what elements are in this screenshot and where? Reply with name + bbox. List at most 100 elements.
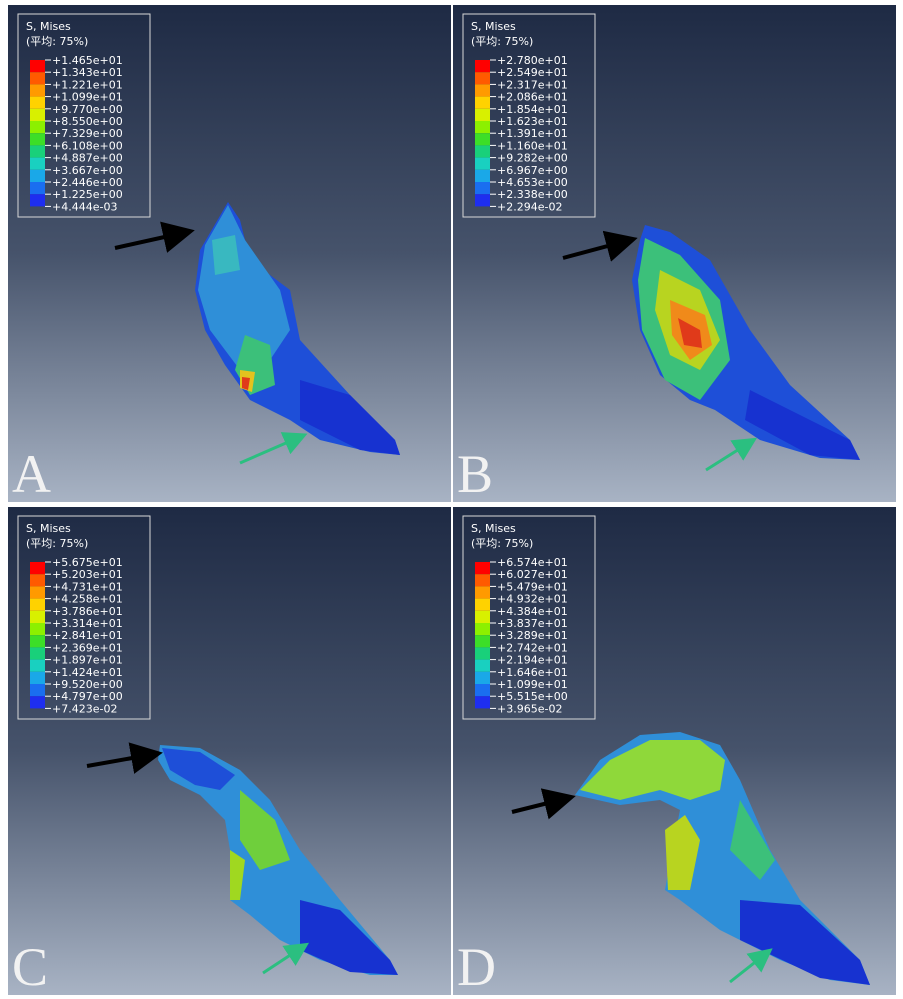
legend-label: +3.289e+01 bbox=[497, 629, 568, 642]
legend-label: +2.317e+01 bbox=[497, 78, 568, 91]
legend-label: +2.338e+00 bbox=[497, 188, 568, 201]
legend-subtitle: (平均: 75%) bbox=[26, 537, 88, 550]
legend-swatch bbox=[475, 170, 490, 182]
legend-label: +5.479e+01 bbox=[497, 580, 568, 593]
legend-label: +1.225e+00 bbox=[52, 188, 123, 201]
legend-swatch bbox=[30, 696, 45, 708]
legend-label: +2.742e+01 bbox=[497, 641, 568, 654]
legend-swatch bbox=[30, 684, 45, 696]
legend-label: +3.965e-02 bbox=[497, 702, 562, 715]
legend-title: S, Mises bbox=[26, 522, 71, 535]
legend-swatch bbox=[30, 145, 45, 157]
legend-label: +1.343e+01 bbox=[52, 66, 123, 79]
legend-swatch bbox=[30, 660, 45, 672]
legend-label: +1.099e+01 bbox=[52, 91, 123, 104]
legend-swatch bbox=[475, 84, 490, 96]
legend-label: +1.465e+01 bbox=[52, 54, 123, 67]
legend-swatch bbox=[30, 60, 45, 72]
legend-swatch bbox=[475, 647, 490, 659]
legend-swatch bbox=[475, 194, 490, 206]
legend-swatch bbox=[475, 145, 490, 157]
legend-label: +4.932e+01 bbox=[497, 593, 568, 606]
panel-label: A bbox=[12, 444, 51, 504]
legend-label: +2.780e+01 bbox=[497, 54, 568, 67]
legend-label: +2.086e+01 bbox=[497, 91, 568, 104]
legend-title: S, Mises bbox=[471, 20, 516, 33]
legend-subtitle: (平均: 75%) bbox=[471, 35, 533, 48]
legend-subtitle: (平均: 75%) bbox=[26, 35, 88, 48]
legend-swatch bbox=[475, 133, 490, 145]
legend-swatch bbox=[475, 574, 490, 586]
legend-label: +3.667e+00 bbox=[52, 164, 123, 177]
legend-swatch bbox=[30, 109, 45, 121]
legend-label: +1.221e+01 bbox=[52, 78, 123, 91]
legend-label: +1.391e+01 bbox=[497, 127, 568, 140]
legend-swatch bbox=[475, 660, 490, 672]
legend-label: +2.369e+01 bbox=[52, 641, 123, 654]
legend-swatch bbox=[475, 696, 490, 708]
legend-swatch bbox=[475, 97, 490, 109]
legend-label: +5.203e+01 bbox=[52, 568, 123, 581]
legend-label: +3.314e+01 bbox=[52, 617, 123, 630]
legend-swatch bbox=[475, 562, 490, 574]
legend-title: S, Mises bbox=[471, 522, 516, 535]
legend-label: +3.786e+01 bbox=[52, 605, 123, 618]
legend-swatch bbox=[30, 158, 45, 170]
legend-swatch bbox=[475, 121, 490, 133]
legend-label: +6.574e+01 bbox=[497, 556, 568, 569]
legend-swatch bbox=[475, 72, 490, 84]
legend-swatch bbox=[30, 170, 45, 182]
legend-label: +6.108e+00 bbox=[52, 139, 123, 152]
legend-label: +1.623e+01 bbox=[497, 115, 568, 128]
legend-swatch bbox=[30, 72, 45, 84]
legend-label: +2.294e-02 bbox=[497, 200, 562, 213]
legend-swatch bbox=[30, 97, 45, 109]
legend-label: +2.446e+00 bbox=[52, 176, 123, 189]
legend-label: +4.653e+00 bbox=[497, 176, 568, 189]
legend-swatch bbox=[30, 562, 45, 574]
legend-label: +7.329e+00 bbox=[52, 127, 123, 140]
legend-swatch bbox=[30, 623, 45, 635]
legend-label: +4.797e+00 bbox=[52, 690, 123, 703]
legend-label: +1.160e+01 bbox=[497, 139, 568, 152]
legend-label: +6.027e+01 bbox=[497, 568, 568, 581]
legend-label: +1.424e+01 bbox=[52, 666, 123, 679]
legend-swatch bbox=[30, 599, 45, 611]
legend-swatch bbox=[30, 672, 45, 684]
legend-label: +4.384e+01 bbox=[497, 605, 568, 618]
figure: S, Mises(平均: 75%)+1.465e+01+1.343e+01+1.… bbox=[0, 0, 903, 999]
legend-label: +4.731e+01 bbox=[52, 580, 123, 593]
legend-label: +2.194e+01 bbox=[497, 654, 568, 667]
legend-swatch bbox=[30, 121, 45, 133]
legend-swatch bbox=[30, 647, 45, 659]
legend-swatch bbox=[475, 158, 490, 170]
legend-swatch bbox=[30, 84, 45, 96]
legend-label: +1.854e+01 bbox=[497, 103, 568, 116]
legend-label: +9.520e+00 bbox=[52, 678, 123, 691]
legend-subtitle: (平均: 75%) bbox=[471, 537, 533, 550]
legend-label: +7.423e-02 bbox=[52, 702, 117, 715]
legend-label: +4.258e+01 bbox=[52, 593, 123, 606]
legend-label: +1.897e+01 bbox=[52, 654, 123, 667]
legend-title: S, Mises bbox=[26, 20, 71, 33]
legend-swatch bbox=[475, 684, 490, 696]
legend-swatch bbox=[475, 635, 490, 647]
legend-swatch bbox=[475, 672, 490, 684]
legend-label: +9.770e+00 bbox=[52, 103, 123, 116]
legend-swatch bbox=[475, 586, 490, 598]
legend-swatch bbox=[30, 635, 45, 647]
legend-swatch bbox=[30, 611, 45, 623]
legend-swatch bbox=[30, 586, 45, 598]
legend-swatch bbox=[475, 60, 490, 72]
legend-swatch bbox=[30, 194, 45, 206]
panel-label: C bbox=[12, 937, 48, 997]
legend-label: +8.550e+00 bbox=[52, 115, 123, 128]
legend-swatch bbox=[475, 182, 490, 194]
legend-swatch bbox=[475, 109, 490, 121]
legend-label: +6.967e+00 bbox=[497, 164, 568, 177]
legend-swatch bbox=[30, 574, 45, 586]
legend-label: +2.549e+01 bbox=[497, 66, 568, 79]
legend-label: +5.675e+01 bbox=[52, 556, 123, 569]
legend-swatch bbox=[475, 611, 490, 623]
legend-label: +9.282e+00 bbox=[497, 152, 568, 165]
